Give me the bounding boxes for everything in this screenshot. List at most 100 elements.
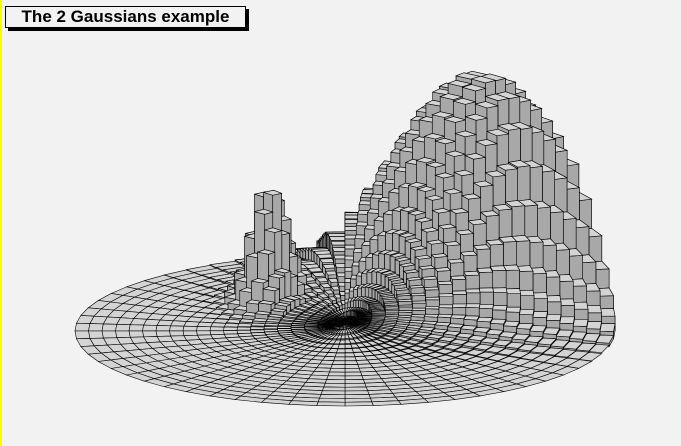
bar-top-face [586, 321, 602, 330]
bar-top-face [484, 93, 510, 101]
bar-top-face [155, 330, 171, 337]
bar-top-face [333, 254, 346, 260]
bar-top-face [489, 318, 507, 325]
bar-top-face [599, 308, 616, 317]
bar-top-face [210, 322, 227, 328]
bar-top-face [327, 277, 339, 283]
bar-top-face [478, 304, 494, 309]
bar-top-face [472, 180, 494, 188]
bar-top-face [358, 317, 373, 320]
bar-top-face [410, 314, 427, 318]
bar-top-face [371, 312, 386, 315]
bar-top-face [532, 292, 548, 299]
bar-top-face [263, 329, 279, 333]
bar-top-face [436, 280, 453, 285]
bar-top-face [465, 303, 481, 309]
bar-top-face [333, 356, 346, 362]
bar-top-face [546, 295, 562, 303]
bar-top-face [484, 170, 507, 178]
bar-top-face [470, 75, 497, 84]
bar-top-face [344, 371, 363, 377]
bar-top-face [277, 328, 292, 332]
bar-top-face [336, 272, 346, 278]
bar-top-face [398, 310, 413, 313]
bar-top-face [327, 371, 346, 377]
bar-top-face [196, 330, 212, 336]
bar-top-face [250, 326, 265, 330]
bar-top-face [196, 326, 212, 332]
bar-top-face [323, 382, 346, 388]
bar-top-face [263, 227, 283, 233]
bar-top-face [344, 379, 366, 384]
bar-top-face [505, 288, 521, 294]
bar-top-face [262, 189, 283, 196]
bar-top-face [438, 293, 454, 298]
bar-top-face [398, 232, 417, 238]
bar-top-face [344, 352, 356, 357]
bar-top-face [450, 314, 467, 319]
bar-top-face [256, 249, 276, 255]
bar-top-face [411, 307, 427, 311]
bar-top-face [288, 400, 319, 406]
bar-top-face [310, 271, 326, 277]
bar-top-face [572, 301, 589, 310]
bar-top-face [169, 325, 185, 332]
bar-top-face [74, 330, 91, 340]
bar-top-face [465, 288, 481, 294]
bar-top-face [474, 101, 500, 109]
bar-top-face [460, 193, 482, 200]
bar-top-face [478, 287, 494, 293]
bar-top-face [337, 281, 346, 287]
bar-top-face [330, 364, 346, 369]
bar-top-face [324, 270, 337, 276]
bar-top-face [489, 265, 507, 272]
bar-top-face [344, 386, 369, 392]
bar-top-face [572, 319, 589, 327]
bar-top-face [196, 321, 214, 328]
bar-top-face [344, 356, 357, 361]
bar-top-face [155, 325, 171, 332]
bar-top-face [476, 267, 494, 273]
bar-top-face [436, 313, 453, 319]
bar-top-face [437, 223, 457, 230]
bar-top-face [169, 330, 185, 337]
bar-top-face [507, 160, 531, 168]
bar-top-face [320, 390, 346, 396]
bar-top-face [209, 330, 225, 335]
bar-top-face [452, 290, 467, 295]
bar-top-face [479, 210, 500, 217]
bar-top-face [532, 311, 548, 318]
bar-top-face [330, 240, 346, 246]
bar-top-face [411, 300, 427, 304]
bar-top-face [407, 182, 428, 188]
bar-top-face [529, 325, 547, 333]
bar-top-face [415, 157, 437, 164]
bar-top-face [283, 295, 301, 301]
bar-top-face [423, 313, 440, 318]
bar-top-face [423, 286, 440, 291]
bar-top-face [334, 352, 346, 358]
bar-top-face [329, 367, 346, 373]
bar-top-face [344, 401, 374, 407]
bar-top-face [115, 324, 131, 332]
bar-top-face [384, 312, 400, 315]
bar-top-face [546, 313, 562, 321]
bar-top-face [250, 278, 270, 284]
bar-top-face [344, 375, 364, 381]
bar-top-face [182, 325, 198, 332]
bar-top-face [331, 360, 346, 365]
bar-top-face [321, 386, 346, 392]
bar-top-face [519, 289, 535, 297]
bar-top-face [505, 306, 521, 313]
bar-top-face [319, 394, 346, 399]
bar-top-face [115, 330, 131, 338]
bar-top-face [476, 316, 494, 323]
bar-top-face [142, 330, 158, 338]
bar-top-face [337, 344, 346, 349]
bar-top-face [329, 236, 346, 241]
bar-top-face [383, 250, 401, 256]
bar-top-face [452, 303, 467, 308]
bar-top-face [344, 382, 367, 388]
bar-top-face [344, 360, 359, 365]
